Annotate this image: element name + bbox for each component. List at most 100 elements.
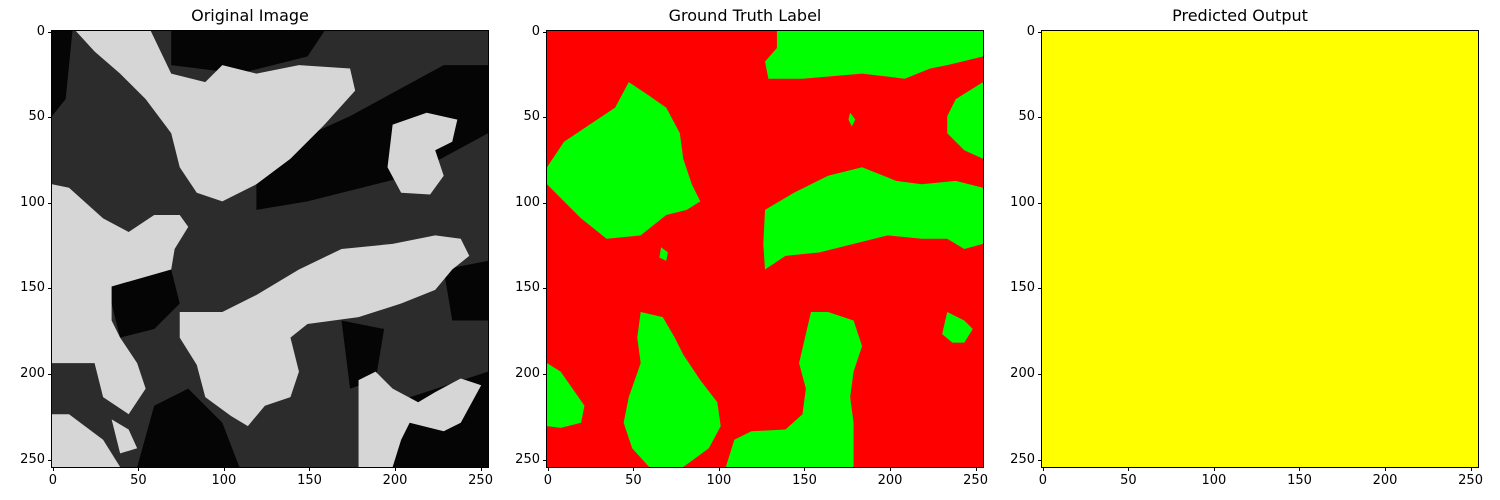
bright-region (358, 371, 482, 467)
y-tick-label: 200 (20, 366, 45, 382)
x-tick-mark (1299, 467, 1301, 471)
y-tick-label: 100 (20, 194, 45, 210)
y-tick-mark (48, 288, 52, 290)
panel-ground-truth: Ground Truth Label 0 50 100 150 200 250 0 50 100… (495, 0, 995, 500)
y-tick-label: 50 (1018, 109, 1035, 125)
y-tick-label: 150 (20, 280, 45, 296)
y-tick-label: 150 (1010, 280, 1035, 296)
x-tick-label: 50 (130, 473, 147, 488)
y-tick-mark (48, 117, 52, 119)
predicted-yellow-region (1042, 31, 1478, 467)
x-tick-label: 0 (1038, 473, 1047, 488)
x-tick-label: 50 (625, 473, 642, 488)
y-tick-mark (48, 459, 52, 461)
y-tick-mark (1038, 288, 1042, 290)
x-tick-mark (718, 467, 720, 471)
x-tick-mark (975, 467, 977, 471)
panel-original: Original Image 0 50 100 150 200 250 0 50 100 150 2… (0, 0, 500, 500)
y-tick-mark (543, 459, 547, 461)
dark-region (256, 65, 488, 210)
bright-region (111, 419, 138, 454)
dark-region (103, 269, 180, 338)
x-tick-label: 200 (877, 473, 903, 488)
dark-region (137, 388, 240, 467)
class-green-region (848, 112, 856, 127)
dark-region (52, 31, 73, 117)
y-tick-label: 0 (531, 23, 540, 39)
y-tick-mark (1038, 202, 1042, 204)
x-tick-mark (52, 467, 54, 471)
ground-truth-label-map (547, 31, 983, 467)
y-tick-mark (543, 117, 547, 119)
x-tick-label: 150 (297, 473, 322, 488)
y-tick-mark (1038, 117, 1042, 119)
bright-region (387, 112, 458, 195)
class-green-region (763, 167, 983, 270)
dark-region (341, 320, 385, 389)
panel-title: Ground Truth Label (668, 6, 822, 25)
image-plot: 0 50 100 150 200 250 0 50 100 150 200 250 (20, 24, 493, 488)
y-tick-mark (48, 374, 52, 376)
y-tick-label: 100 (1010, 194, 1035, 210)
x-tick-mark (480, 467, 482, 471)
class-green-region (765, 31, 983, 79)
class-green-region (725, 312, 863, 467)
y-tick-label: 50 (523, 109, 540, 125)
y-tick-mark (543, 288, 547, 290)
x-tick-mark (309, 467, 311, 471)
class-green-region (547, 363, 585, 428)
y-tick-label: 250 (515, 451, 540, 467)
predicted-output-map (1042, 31, 1478, 467)
x-tick-label: 50 (1120, 473, 1137, 488)
x-tick-label: 100 (706, 473, 732, 488)
class-green-region (942, 312, 973, 343)
original-image (52, 31, 488, 467)
class-green-region (547, 82, 701, 239)
prediction-plot: 0 50 100 150 200 250 0 50 100 150 200 250 (1010, 24, 1483, 488)
x-tick-label: 250 (963, 473, 988, 488)
x-tick-label: 100 (1201, 473, 1227, 488)
x-tick-mark (547, 467, 549, 471)
bright-region (75, 31, 356, 202)
x-tick-mark (223, 467, 225, 471)
class-green-region (623, 312, 721, 467)
panel-predicted: Predicted Output 0 50 100 150 200 250 0 50 100 15… (990, 0, 1490, 500)
bright-region (52, 184, 189, 415)
panel-title: Original Image (191, 6, 309, 25)
dark-region (171, 31, 325, 74)
x-tick-label: 200 (1372, 473, 1398, 488)
y-tick-label: 150 (515, 280, 540, 296)
x-tick-mark (138, 467, 140, 471)
y-tick-label: 250 (1010, 451, 1035, 467)
y-tick-label: 200 (515, 366, 540, 382)
y-tick-mark (1038, 459, 1042, 461)
y-tick-mark (543, 374, 547, 376)
x-tick-label: 150 (792, 473, 817, 488)
x-tick-mark (395, 467, 397, 471)
x-tick-mark (633, 467, 635, 471)
y-tick-label: 0 (36, 23, 45, 39)
dark-region (443, 260, 488, 321)
x-tick-label: 150 (1287, 473, 1312, 488)
bright-region (179, 235, 470, 427)
y-tick-mark (1038, 31, 1042, 33)
x-tick-label: 100 (211, 473, 237, 488)
x-tick-label: 250 (468, 473, 493, 488)
x-tick-mark (804, 467, 806, 471)
x-tick-mark (1128, 467, 1130, 471)
y-tick-label: 250 (20, 451, 45, 467)
x-tick-mark (890, 467, 892, 471)
label-plot: 0 50 100 150 200 250 0 50 100 150 200 250 (515, 24, 988, 488)
y-tick-mark (48, 202, 52, 204)
x-tick-label: 0 (543, 473, 552, 488)
x-tick-mark (1470, 467, 1472, 471)
class-green-region (947, 82, 983, 159)
x-tick-label: 0 (48, 473, 57, 488)
y-tick-mark (1038, 374, 1042, 376)
y-tick-mark (543, 31, 547, 33)
x-tick-mark (1213, 467, 1215, 471)
y-tick-mark (48, 31, 52, 33)
bright-region (52, 414, 121, 467)
x-tick-label: 250 (1458, 473, 1483, 488)
y-tick-label: 200 (1010, 366, 1035, 382)
